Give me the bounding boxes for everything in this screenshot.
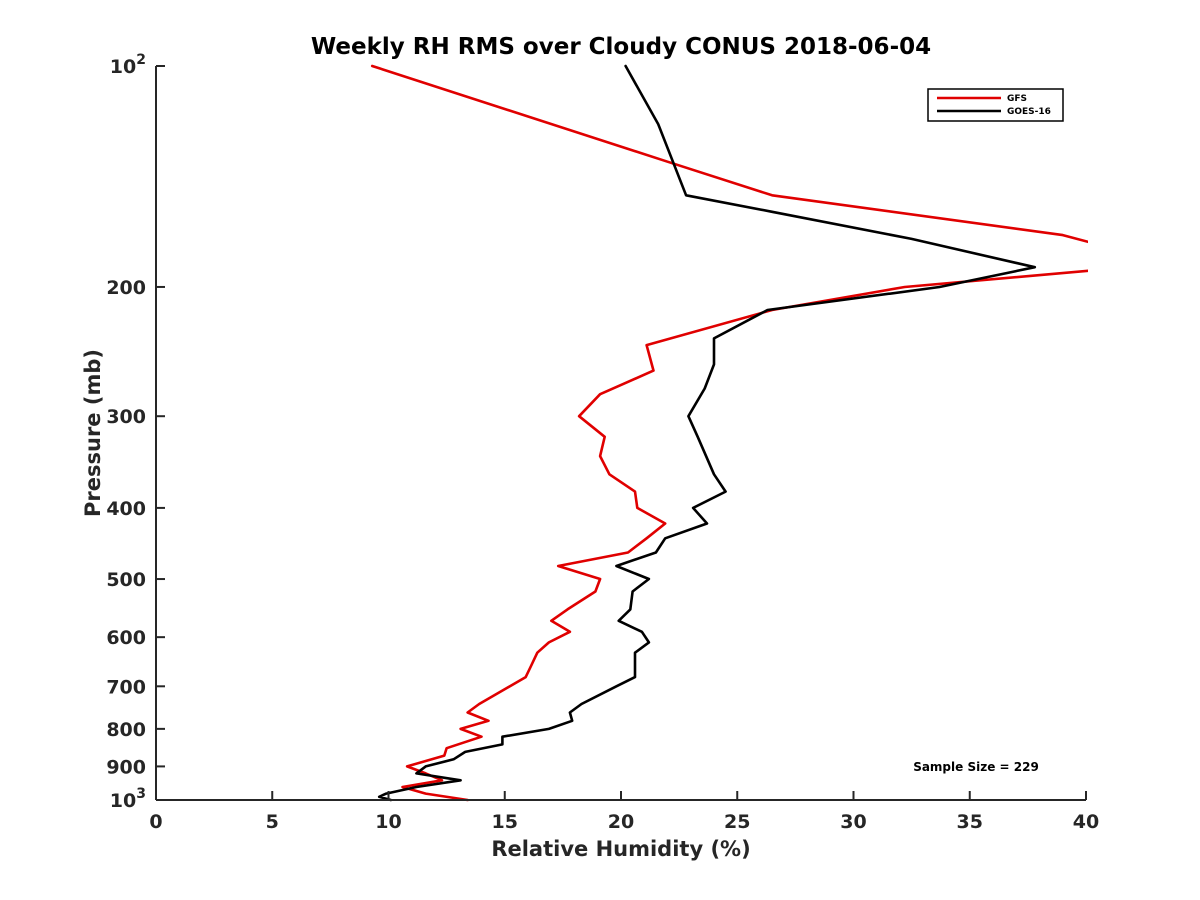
y-tick-label: 600 [106, 627, 146, 649]
y-tick-label: 700 [106, 676, 146, 698]
y-tick-label: 300 [106, 406, 146, 428]
y-tick-label: 200 [106, 277, 146, 299]
legend-label: GFS [1007, 94, 1027, 104]
x-tick-label: 10 [375, 811, 401, 833]
legend: GFS GOES-16 [927, 88, 1064, 122]
y-axis-ticks: 102 200 300 400 500 600 700 800 900 103 [106, 52, 165, 812]
x-tick-label: 25 [724, 811, 750, 833]
chart-title: Weekly RH RMS over Cloudy CONUS 2018-06-… [311, 34, 931, 60]
y-tick-label: 500 [106, 569, 146, 591]
series-line-goes-16 [377, 64, 1037, 802]
x-tick-label: 30 [840, 811, 866, 833]
legend-box [927, 88, 1064, 122]
x-axis-title: Relative Humidity (%) [491, 837, 750, 861]
x-tick-label: 35 [957, 811, 983, 833]
x-axis-ticks: 0 5 10 15 20 25 30 35 40 [149, 791, 1099, 833]
series-layer [370, 64, 1088, 802]
y-tick-label: 102 [110, 52, 146, 78]
x-tick-label: 15 [492, 811, 518, 833]
y-tick-label: 800 [106, 719, 146, 741]
legend-label: GOES-16 [1007, 107, 1051, 117]
y-tick-label: 900 [106, 756, 146, 778]
x-tick-label: 40 [1073, 811, 1099, 833]
sample-size-annotation: Sample Size = 229 [913, 760, 1039, 774]
x-tick-label: 20 [608, 811, 634, 833]
y-axis-title: Pressure (mb) [81, 349, 105, 517]
y-tick-label: 103 [110, 786, 146, 812]
x-tick-label: 5 [266, 811, 279, 833]
x-tick-label: 0 [149, 811, 162, 833]
y-tick-label: 400 [106, 498, 146, 520]
